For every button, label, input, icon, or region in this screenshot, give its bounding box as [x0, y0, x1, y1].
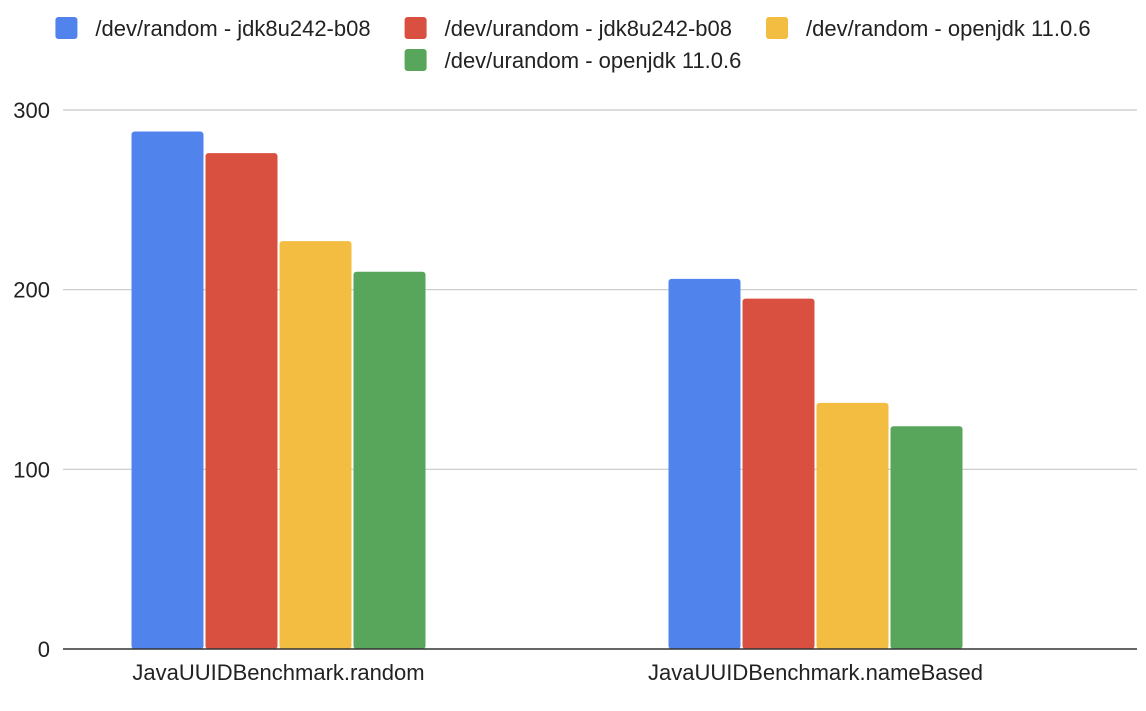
- legend-label: /dev/urandom - jdk8u242-b08: [445, 16, 732, 41]
- legend-label: /dev/random - openjdk 11.0.6: [806, 16, 1091, 41]
- bar-3-1: [279, 241, 352, 649]
- bar-2-2: [742, 298, 815, 649]
- bar-1-1: [131, 131, 204, 649]
- bar-2-1: [205, 153, 278, 649]
- x-category-label: JavaUUIDBenchmark.random: [132, 660, 424, 685]
- bars: [131, 131, 963, 649]
- y-tick-label: 200: [13, 278, 50, 303]
- legend-swatch: [766, 17, 789, 39]
- x-axis-labels: JavaUUIDBenchmark.random JavaUUIDBenchmar…: [132, 660, 983, 685]
- bar-4-1: [353, 271, 426, 649]
- y-tick-label: 300: [13, 98, 50, 123]
- bar-3-2: [816, 402, 889, 649]
- legend-label: /dev/urandom - openjdk 11.0.6: [445, 48, 742, 73]
- legend-item: /dev/random - jdk8u242-b08: [55, 16, 371, 41]
- legend: /dev/random - jdk8u242-b08/dev/urandom -…: [55, 16, 1091, 73]
- legend-swatch: [404, 49, 427, 71]
- y-axis-ticks: 0 100 200 300: [13, 98, 50, 662]
- legend-swatch: [55, 17, 78, 39]
- y-tick-label: 0: [38, 637, 50, 662]
- x-category-label: JavaUUIDBenchmark.nameBased: [648, 660, 983, 685]
- legend-item: /dev/urandom - openjdk 11.0.6: [404, 48, 742, 73]
- legend-item: /dev/urandom - jdk8u242-b08: [404, 16, 732, 41]
- legend-swatch: [404, 17, 427, 39]
- bar-1-2: [668, 278, 741, 649]
- y-tick-label: 100: [13, 457, 50, 482]
- legend-item: /dev/random - openjdk 11.0.6: [766, 16, 1091, 41]
- legend-label: /dev/random - jdk8u242-b08: [95, 16, 370, 41]
- bar-4-2: [890, 426, 963, 649]
